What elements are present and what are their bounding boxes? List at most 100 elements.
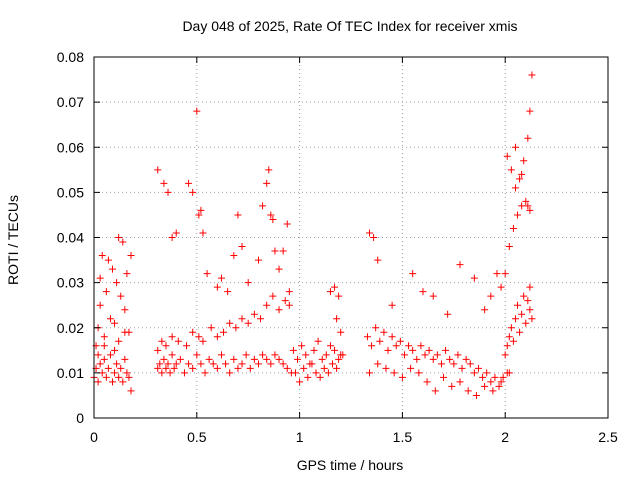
data-point [505, 369, 513, 377]
data-point [528, 71, 536, 79]
data-point [520, 292, 528, 300]
data-point [121, 355, 129, 363]
data-point [238, 243, 246, 251]
data-point [269, 215, 277, 223]
data-point [197, 206, 205, 214]
data-point [499, 373, 507, 381]
data-point [507, 324, 515, 332]
data-point [259, 351, 267, 359]
data-point [337, 351, 345, 359]
data-point [189, 364, 197, 372]
data-point [265, 166, 273, 174]
data-point [257, 315, 265, 323]
data-point [462, 355, 470, 363]
data-point [481, 382, 489, 390]
data-point [238, 315, 246, 323]
data-point [283, 220, 291, 228]
data-point [417, 342, 425, 350]
data-point [392, 342, 400, 350]
data-point [516, 175, 524, 183]
data-point [197, 360, 205, 368]
data-point [310, 346, 318, 354]
data-point [263, 355, 271, 363]
data-point [518, 170, 526, 178]
data-point [456, 261, 464, 269]
data-point [115, 373, 123, 381]
data-point [106, 315, 114, 323]
data-point [526, 206, 534, 214]
data-point [195, 333, 203, 341]
data-point [320, 364, 328, 372]
data-point [275, 306, 283, 314]
data-point [100, 355, 108, 363]
data-point [503, 342, 511, 350]
data-point [440, 373, 448, 381]
data-point [446, 355, 454, 363]
data-point [94, 351, 102, 359]
data-point [189, 188, 197, 196]
data-point [199, 229, 207, 237]
data-point [109, 265, 117, 273]
data-point [164, 188, 172, 196]
data-point [168, 333, 176, 341]
data-point [470, 369, 478, 377]
data-point [363, 333, 371, 341]
data-point [366, 229, 374, 237]
data-point [267, 211, 275, 219]
data-point [185, 360, 193, 368]
data-point [115, 234, 123, 241]
data-point [115, 337, 123, 345]
data-point [119, 238, 127, 246]
data-point [279, 360, 287, 368]
data-point [291, 369, 299, 377]
data-point [368, 342, 376, 350]
data-point [234, 211, 242, 219]
data-point [328, 360, 336, 368]
data-point [207, 324, 215, 332]
data-point [388, 333, 396, 341]
data-point [483, 369, 491, 377]
data-point [254, 256, 262, 264]
data-point [509, 337, 517, 345]
data-point [524, 297, 532, 305]
data-point [162, 342, 170, 350]
data-point [244, 279, 252, 287]
data-point [111, 346, 119, 354]
data-point [384, 346, 392, 354]
y-tick-label: 0.03 [57, 275, 84, 291]
data-point [125, 373, 133, 381]
data-point [94, 378, 102, 386]
data-point [429, 355, 437, 363]
data-point [232, 324, 240, 332]
data-point [503, 152, 511, 160]
data-point [162, 364, 170, 372]
data-point [193, 107, 201, 115]
data-point [271, 351, 279, 359]
data-point [226, 319, 234, 327]
data-point [454, 351, 462, 359]
data-point [220, 328, 228, 336]
data-point [331, 283, 339, 291]
data-point [98, 252, 106, 260]
data-point [481, 306, 489, 314]
data-point [123, 369, 131, 377]
data-point [423, 378, 431, 386]
data-point [176, 355, 184, 363]
data-point [117, 364, 125, 372]
data-point [524, 202, 532, 210]
y-tick-label: 0.06 [57, 139, 84, 155]
data-point [100, 333, 108, 341]
data-point [388, 301, 396, 309]
x-axis-label: GPS time / hours [297, 457, 404, 473]
x-tick-label: 0.5 [187, 429, 207, 445]
data-point [366, 369, 374, 377]
data-point [511, 143, 519, 151]
data-point [283, 364, 291, 372]
data-point [390, 369, 398, 377]
data-point [195, 211, 203, 219]
data-point [279, 247, 287, 255]
data-point [326, 288, 334, 296]
data-point [522, 197, 530, 205]
y-tick-label: 0 [76, 410, 84, 426]
data-point [382, 364, 390, 372]
